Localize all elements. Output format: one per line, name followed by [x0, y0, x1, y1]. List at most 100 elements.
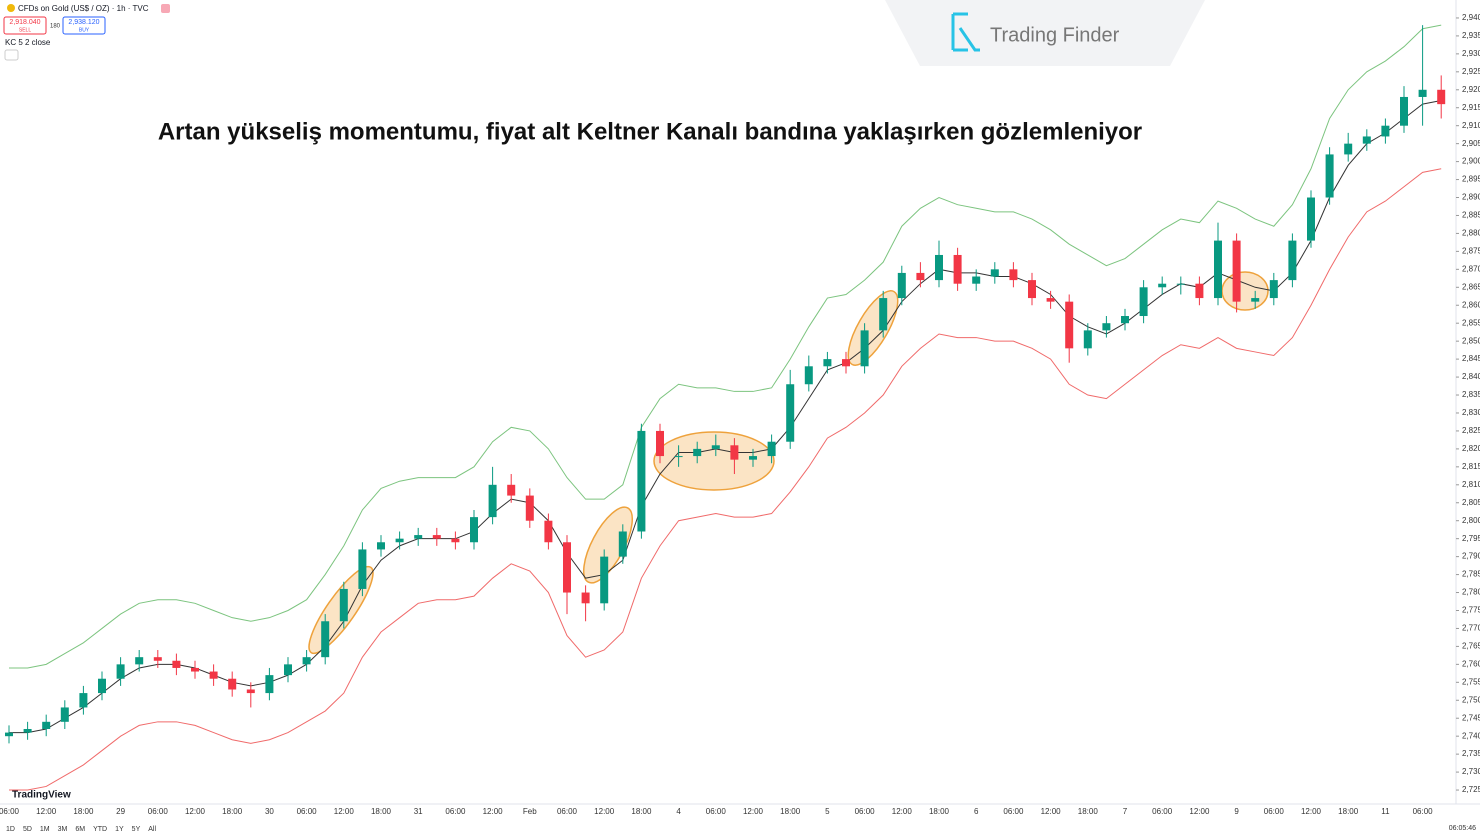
- range-button[interactable]: 3M: [58, 826, 68, 833]
- candle-body: [1176, 283, 1185, 285]
- range-bar: 1D 5D 1M 3M 6M YTD 1Y 5Y All: [6, 826, 156, 833]
- x-tick-label: 06:00: [855, 807, 876, 816]
- y-tick-label: 2,830: [1462, 408, 1480, 417]
- chart-title: Artan yükseliş momentumu, fiyat alt Kelt…: [158, 118, 1142, 145]
- x-tick-label: 30: [265, 807, 274, 816]
- y-tick-label: 2,855: [1462, 318, 1480, 327]
- x-tick-label: 6: [974, 807, 979, 816]
- x-tick-label: 06:00: [1152, 807, 1173, 816]
- candle-body: [842, 359, 850, 367]
- x-tick-label: 12:00: [483, 807, 504, 816]
- buy-label: BUY: [79, 27, 90, 33]
- candle-body: [693, 448, 702, 457]
- candle-body: [191, 667, 199, 672]
- y-tick-label: 2,775: [1462, 606, 1480, 615]
- x-tick-label: 06:00: [445, 807, 466, 816]
- x-tick-label: 12:00: [594, 807, 615, 816]
- symbol-icon: [7, 4, 15, 12]
- y-tick-label: 2,780: [1462, 588, 1480, 597]
- candle-body: [1251, 298, 1260, 302]
- candle-body: [730, 445, 739, 460]
- x-tick-label: 06:00: [297, 807, 318, 816]
- candle-body: [321, 621, 330, 658]
- y-tick-label: 2,900: [1462, 157, 1480, 166]
- candle-body: [804, 366, 813, 385]
- channel-line: [9, 24, 1442, 669]
- candle-body: [786, 384, 795, 442]
- range-button[interactable]: 6M: [75, 826, 85, 833]
- candle-body: [637, 430, 646, 532]
- y-tick-label: 2,735: [1462, 749, 1480, 758]
- candle-body: [23, 728, 32, 733]
- x-tick-label: 06:00: [557, 807, 578, 816]
- channel-line: [9, 168, 1442, 791]
- x-tick-label: 18:00: [1078, 807, 1099, 816]
- x-tick-label: 12:00: [185, 807, 206, 816]
- y-tick-label: 2,840: [1462, 372, 1480, 381]
- candle-body: [823, 359, 832, 367]
- candle-body: [972, 276, 981, 284]
- candle-body: [767, 441, 776, 457]
- candle-body: [897, 272, 906, 299]
- candle-body: [284, 664, 292, 676]
- y-tick-label: 2,885: [1462, 211, 1480, 220]
- candle-body: [1102, 323, 1111, 331]
- candle-body: [116, 664, 125, 679]
- candle-body: [544, 520, 553, 543]
- range-button[interactable]: 1M: [40, 826, 50, 833]
- candle-body: [1344, 143, 1353, 155]
- y-tick-label: 2,880: [1462, 229, 1480, 238]
- candle-body: [879, 298, 888, 331]
- candle-body: [656, 430, 664, 457]
- candle-body: [525, 495, 534, 521]
- x-tick-label: 06:00: [1003, 807, 1024, 816]
- candle-body: [1307, 197, 1315, 241]
- candle-body: [618, 531, 627, 557]
- y-tick-label: 2,795: [1462, 534, 1480, 543]
- y-tick-label: 2,870: [1462, 264, 1480, 273]
- candle-body: [563, 542, 571, 593]
- range-button[interactable]: YTD: [93, 826, 107, 833]
- range-button[interactable]: 1D: [6, 826, 15, 833]
- x-tick-label: 18:00: [780, 807, 801, 816]
- candle-body: [209, 671, 218, 679]
- candle-body: [1362, 136, 1371, 144]
- candle-body: [916, 272, 925, 281]
- collapse-button[interactable]: [4, 49, 19, 61]
- zone: [847, 290, 899, 366]
- candle-body: [135, 657, 144, 665]
- zone: [1221, 271, 1269, 311]
- buy-button[interactable]: [62, 16, 106, 35]
- range-button[interactable]: 1Y: [115, 826, 124, 833]
- y-tick-label: 2,925: [1462, 67, 1480, 76]
- range-button[interactable]: 5D: [23, 826, 32, 833]
- candle-body: [1158, 283, 1167, 288]
- highlight-zones: [308, 271, 1269, 655]
- candle-body: [711, 445, 720, 449]
- range-button[interactable]: All: [148, 826, 156, 833]
- y-tick-label: 2,820: [1462, 444, 1480, 453]
- x-tick-label: 06:00: [706, 807, 727, 816]
- y-tick-label: 2,890: [1462, 193, 1480, 202]
- x-tick-label: 29: [116, 807, 125, 816]
- candle-body: [860, 330, 869, 367]
- y-tick-label: 2,835: [1462, 390, 1480, 399]
- range-button[interactable]: 5Y: [132, 826, 141, 833]
- y-tick-label: 2,920: [1462, 85, 1480, 94]
- y-tick-label: 2,800: [1462, 516, 1480, 525]
- x-tick-label: 06:00: [0, 807, 20, 816]
- y-tick-label: 2,770: [1462, 624, 1480, 633]
- sell-button[interactable]: [3, 16, 47, 35]
- sell-price: 2,918.040: [9, 19, 40, 26]
- y-tick-label: 2,725: [1462, 785, 1480, 794]
- x-tick-label: 12:00: [743, 807, 764, 816]
- y-tick-label: 2,740: [1462, 731, 1480, 740]
- x-tick-label: 18:00: [631, 807, 652, 816]
- y-tick-label: 2,895: [1462, 175, 1480, 184]
- y-tick-label: 2,765: [1462, 642, 1480, 651]
- candle-body: [1437, 89, 1446, 105]
- candle-body: [414, 535, 423, 539]
- x-tick-label: 9: [1234, 807, 1239, 816]
- candle-body: [749, 456, 757, 460]
